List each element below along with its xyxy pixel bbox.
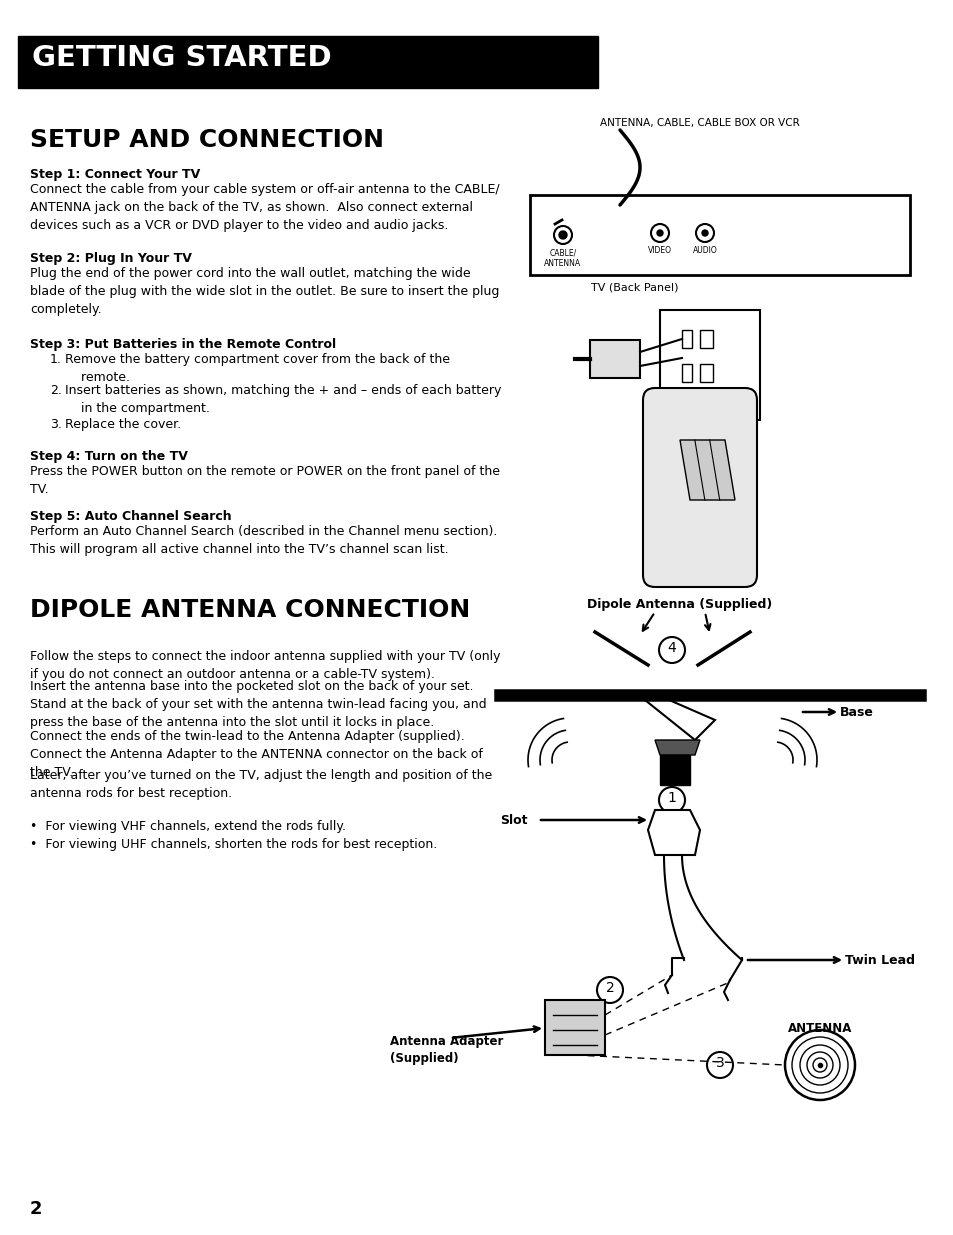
Bar — [681, 364, 691, 382]
Circle shape — [554, 226, 572, 245]
Circle shape — [696, 224, 713, 242]
Text: 1.: 1. — [50, 353, 62, 366]
Text: Later, after you’ve turned on the TV, adjust the length and position of the
ante: Later, after you’ve turned on the TV, ad… — [30, 769, 492, 800]
FancyBboxPatch shape — [642, 388, 757, 587]
Bar — [681, 330, 691, 348]
Polygon shape — [659, 755, 689, 785]
Bar — [700, 330, 712, 348]
Text: Connect the Antenna Adapter to the ANTENNA connector on the back of
the TV.: Connect the Antenna Adapter to the ANTEN… — [30, 748, 482, 779]
Circle shape — [650, 224, 668, 242]
Polygon shape — [655, 740, 700, 755]
Circle shape — [657, 230, 662, 236]
Circle shape — [597, 977, 622, 1003]
Text: Replace the cover.: Replace the cover. — [65, 417, 181, 431]
Text: Connect the cable from your cable system or off-air antenna to the CABLE/
ANTENN: Connect the cable from your cable system… — [30, 183, 499, 232]
Text: ANTENNA, CABLE, CABLE BOX OR VCR: ANTENNA, CABLE, CABLE BOX OR VCR — [599, 119, 799, 128]
Text: Insert batteries as shown, matching the + and – ends of each battery
    in the : Insert batteries as shown, matching the … — [65, 384, 501, 415]
Text: Slot: Slot — [499, 814, 527, 826]
Text: VIDEO: VIDEO — [647, 246, 671, 254]
Bar — [659, 310, 760, 420]
Text: Plug the end of the power cord into the wall outlet, matching the wide
blade of : Plug the end of the power cord into the … — [30, 267, 498, 316]
Text: Step 5: Auto Channel Search: Step 5: Auto Channel Search — [30, 510, 232, 522]
Polygon shape — [679, 440, 734, 500]
Text: •  For viewing UHF channels, shorten the rods for best reception.: • For viewing UHF channels, shorten the … — [30, 839, 436, 851]
Text: Step 2: Plug In Your TV: Step 2: Plug In Your TV — [30, 252, 192, 266]
Text: Dipole Antenna (Supplied): Dipole Antenna (Supplied) — [587, 598, 772, 611]
Bar — [589, 340, 639, 378]
Text: 1: 1 — [667, 790, 676, 805]
Polygon shape — [647, 810, 700, 855]
Text: Step 4: Turn on the TV: Step 4: Turn on the TV — [30, 450, 188, 463]
Text: Perform an Auto Channel Search (described in the Channel menu section).
This wil: Perform an Auto Channel Search (describe… — [30, 525, 497, 556]
Text: Connect the ends of the twin-lead to the Antenna Adapter (supplied).: Connect the ends of the twin-lead to the… — [30, 730, 464, 743]
Text: Base: Base — [840, 705, 873, 719]
Text: SETUP AND CONNECTION: SETUP AND CONNECTION — [30, 128, 384, 152]
Text: Insert the antenna base into the pocketed slot on the back of your set.
Stand at: Insert the antenna base into the pockete… — [30, 680, 486, 729]
Bar — [18, 36, 598, 88]
Circle shape — [706, 1052, 732, 1078]
Text: DIPOLE ANTENNA CONNECTION: DIPOLE ANTENNA CONNECTION — [30, 598, 470, 622]
Text: Remove the battery compartment cover from the back of the
    remote.: Remove the battery compartment cover fro… — [65, 353, 450, 384]
Text: Step 3: Put Batteries in the Remote Control: Step 3: Put Batteries in the Remote Cont… — [30, 338, 335, 351]
Polygon shape — [639, 697, 714, 740]
Circle shape — [703, 396, 716, 408]
Text: 2: 2 — [30, 1200, 43, 1218]
Bar — [544, 1000, 604, 1055]
Text: 2: 2 — [605, 981, 614, 995]
Text: Follow the steps to connect the indoor antenna supplied with your TV (only
if yo: Follow the steps to connect the indoor a… — [30, 650, 500, 680]
Text: 2.: 2. — [50, 384, 62, 396]
Text: 3: 3 — [715, 1056, 723, 1070]
Circle shape — [784, 1030, 854, 1100]
Text: 4: 4 — [667, 641, 676, 655]
Text: Antenna Adapter
(Supplied): Antenna Adapter (Supplied) — [390, 1035, 503, 1065]
Circle shape — [659, 637, 684, 663]
Text: 3.: 3. — [50, 417, 62, 431]
Text: TV (Back Panel): TV (Back Panel) — [591, 282, 678, 291]
Text: AUDIO: AUDIO — [692, 246, 717, 254]
Text: Step 1: Connect Your TV: Step 1: Connect Your TV — [30, 168, 200, 182]
Text: •  For viewing VHF channels, extend the rods fully.: • For viewing VHF channels, extend the r… — [30, 820, 346, 832]
Text: ANTENNA: ANTENNA — [787, 1023, 851, 1035]
Circle shape — [701, 230, 707, 236]
Bar — [700, 364, 712, 382]
Text: Twin Lead: Twin Lead — [844, 953, 914, 967]
Text: Press the POWER button on the remote or POWER on the front panel of the
TV.: Press the POWER button on the remote or … — [30, 466, 499, 496]
Text: CABLE/
ANTENNA: CABLE/ ANTENNA — [544, 248, 581, 268]
Circle shape — [659, 787, 684, 813]
Bar — [530, 195, 909, 275]
Text: GETTING STARTED: GETTING STARTED — [32, 44, 332, 72]
Circle shape — [558, 231, 566, 240]
